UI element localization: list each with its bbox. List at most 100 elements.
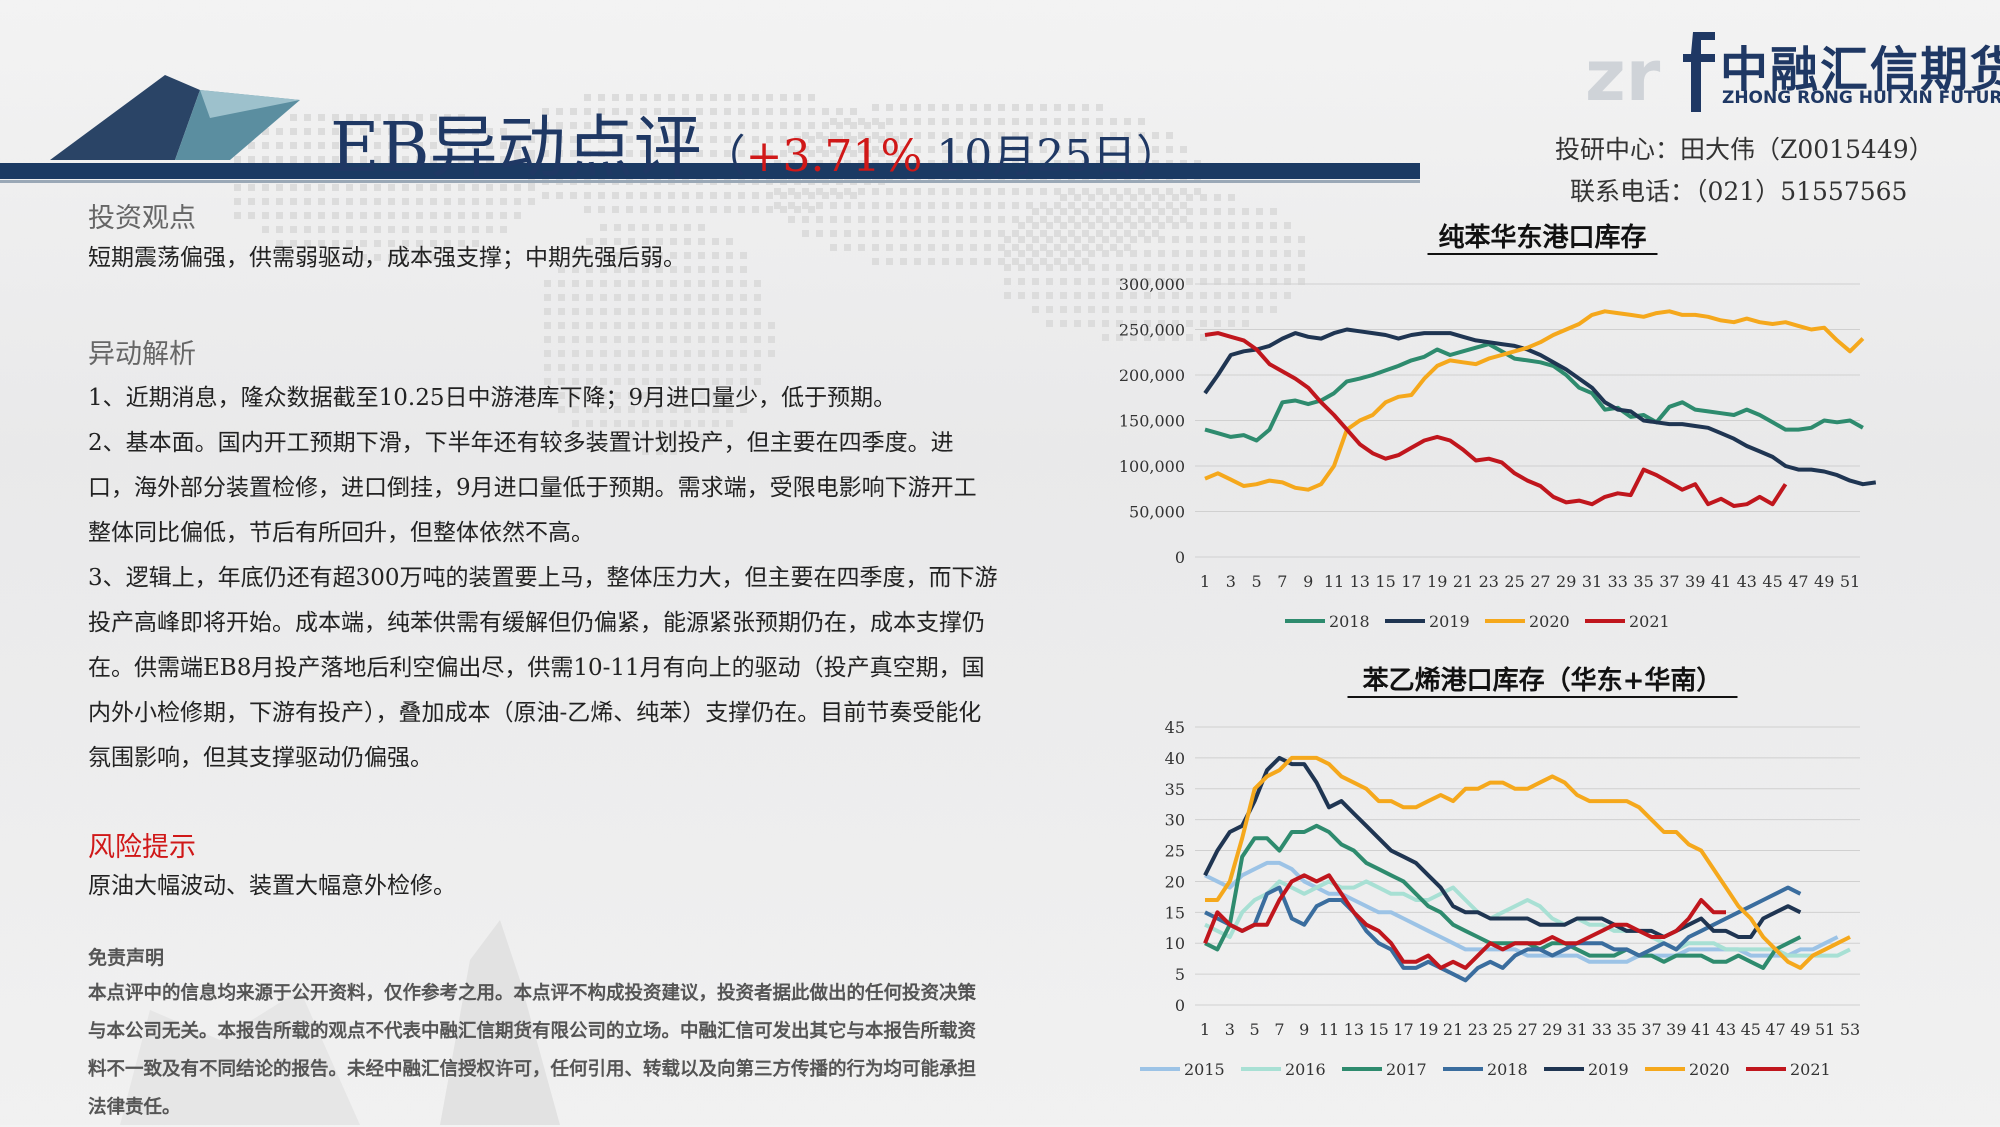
x-tick-label: 19 bbox=[1418, 1020, 1438, 1039]
x-tick-label: 49 bbox=[1814, 572, 1834, 591]
x-tick-label: 47 bbox=[1788, 572, 1808, 591]
series-line-2021 bbox=[1203, 873, 1726, 970]
y-tick-label: 0 bbox=[1175, 996, 1185, 1015]
x-tick-label: 7 bbox=[1274, 1020, 1284, 1039]
y-tick-label: 100,000 bbox=[1119, 457, 1185, 476]
series-line-2018 bbox=[1204, 342, 1864, 443]
view-heading: 投资观点 bbox=[88, 203, 196, 234]
series-line-2016 bbox=[1204, 879, 1851, 958]
x-tick-label: 21 bbox=[1453, 572, 1473, 591]
title-paren-open: （ bbox=[701, 131, 746, 182]
legend-label-2017: 2017 bbox=[1386, 1060, 1427, 1079]
x-tick-label: 21 bbox=[1443, 1020, 1463, 1039]
page-title: EB异动点评（+3.71% 10月25日） bbox=[330, 92, 1180, 191]
x-tick-label: 27 bbox=[1517, 1020, 1537, 1039]
x-tick-label: 9 bbox=[1303, 572, 1313, 591]
legend-label-2015: 2015 bbox=[1184, 1060, 1225, 1079]
x-tick-label: 29 bbox=[1542, 1020, 1562, 1039]
title-change: +3.71% bbox=[745, 131, 923, 182]
legend-label-2020: 2020 bbox=[1529, 612, 1570, 631]
title-main: EB异动点评 bbox=[330, 109, 702, 188]
y-tick-label: 5 bbox=[1175, 965, 1185, 984]
x-tick-label: 13 bbox=[1344, 1020, 1364, 1039]
y-tick-label: 0 bbox=[1175, 548, 1185, 567]
series-line-2017 bbox=[1204, 823, 1802, 970]
x-tick-label: 51 bbox=[1815, 1020, 1835, 1039]
x-tick-label: 13 bbox=[1350, 572, 1370, 591]
legend-label-2019: 2019 bbox=[1429, 612, 1470, 631]
x-tick-label: 31 bbox=[1567, 1020, 1587, 1039]
view-text: 短期震荡偏强，供需弱驱动，成本强支撑；中期先强后弱。 bbox=[88, 245, 686, 271]
chart-title: 纯苯华东港口库存 bbox=[1438, 222, 1646, 253]
x-tick-label: 9 bbox=[1299, 1020, 1309, 1039]
x-tick-label: 47 bbox=[1765, 1020, 1785, 1039]
x-tick-label: 15 bbox=[1368, 1020, 1388, 1039]
disclaimer-text: 本点评中的信息均来源于公开资料，仅作参考之用。本点评不构成投资建议，投资者据此做… bbox=[88, 983, 977, 1118]
y-tick-label: 150,000 bbox=[1119, 412, 1185, 431]
x-tick-label: 35 bbox=[1633, 572, 1653, 591]
analysis-point-2: 2、基本面。国内开工预期下滑，下半年还有较多装置计划投产，但主要在四季度。进口，… bbox=[88, 430, 977, 546]
x-tick-label: 31 bbox=[1582, 572, 1602, 591]
risk-text: 原油大幅波动、装置大幅意外检修。 bbox=[88, 873, 456, 899]
x-tick-label: 33 bbox=[1592, 1020, 1612, 1039]
x-tick-label: 37 bbox=[1641, 1020, 1661, 1039]
y-tick-label: 30 bbox=[1165, 811, 1185, 830]
x-tick-label: 17 bbox=[1401, 572, 1421, 591]
series-line-2021 bbox=[1204, 331, 1788, 508]
risk-heading: 风险提示 bbox=[88, 832, 196, 863]
x-tick-label: 43 bbox=[1737, 572, 1757, 591]
chart-title: 苯乙烯港口库存（华东+华南） bbox=[1362, 665, 1723, 696]
x-tick-label: 15 bbox=[1375, 572, 1395, 591]
benzene-inventory-chart: 纯苯华东港口库存 0 50,000 100,000 150,000 200,000 250,… bbox=[1119, 222, 1877, 631]
x-tick-label: 33 bbox=[1608, 572, 1628, 591]
y-tick-label: 45 bbox=[1165, 718, 1185, 737]
x-tick-label: 23 bbox=[1479, 572, 1499, 591]
x-tick-label: 7 bbox=[1277, 572, 1287, 591]
series-line-2018 bbox=[1204, 885, 1802, 983]
x-tick-label: 3 bbox=[1225, 1020, 1235, 1039]
x-tick-label: 29 bbox=[1556, 572, 1576, 591]
phone-info: 联系电话：（021）51557565 bbox=[1570, 177, 1908, 206]
legend-label-2018: 2018 bbox=[1487, 1060, 1528, 1079]
x-tick-label: 35 bbox=[1617, 1020, 1637, 1039]
analysis-heading: 异动解析 bbox=[88, 339, 196, 370]
y-tick-label: 35 bbox=[1165, 780, 1185, 799]
series-line-2019 bbox=[1203, 755, 1802, 939]
x-tick-label: 49 bbox=[1790, 1020, 1810, 1039]
analysis-point-3: 3、逻辑上，年底仍还有超300万吨的装置要上马，整体压力大，但主要在四季度，而下… bbox=[88, 565, 998, 771]
x-tick-label: 27 bbox=[1530, 572, 1550, 591]
legend-label-2021: 2021 bbox=[1629, 612, 1670, 631]
y-tick-label: 300,000 bbox=[1119, 275, 1185, 294]
x-tick-label: 3 bbox=[1226, 572, 1236, 591]
header-triangle-logo bbox=[50, 75, 300, 160]
disclaimer-heading: 免责声明 bbox=[88, 947, 165, 969]
header-bar bbox=[0, 163, 1420, 179]
x-tick-label: 1 bbox=[1200, 572, 1210, 591]
company-logo: zr bbox=[1585, 32, 1715, 117]
series-line-2019 bbox=[1203, 327, 1877, 487]
y-tick-label: 25 bbox=[1165, 842, 1185, 861]
analyst-info: 投研中心：田大伟（Z0015449） bbox=[1555, 135, 1934, 164]
y-tick-label: 200,000 bbox=[1119, 366, 1185, 385]
y-tick-label: 15 bbox=[1165, 903, 1185, 922]
legend-label-2020: 2020 bbox=[1689, 1060, 1730, 1079]
title-paren-close: ） bbox=[1136, 131, 1181, 182]
x-tick-label: 37 bbox=[1659, 572, 1679, 591]
x-tick-label: 17 bbox=[1393, 1020, 1413, 1039]
x-tick-label: 23 bbox=[1468, 1020, 1488, 1039]
x-tick-label: 19 bbox=[1427, 572, 1447, 591]
y-tick-label: 40 bbox=[1165, 749, 1185, 768]
header-divider bbox=[0, 180, 1420, 183]
y-tick-label: 10 bbox=[1165, 934, 1185, 953]
x-tick-label: 45 bbox=[1741, 1020, 1761, 1039]
series-line-2020 bbox=[1205, 755, 1851, 970]
legend-label-2018: 2018 bbox=[1329, 612, 1370, 631]
svg-text:zr: zr bbox=[1585, 35, 1661, 117]
x-tick-label: 11 bbox=[1319, 1020, 1339, 1039]
x-tick-label: 39 bbox=[1685, 572, 1705, 591]
y-tick-label: 20 bbox=[1165, 872, 1185, 891]
x-tick-label: 25 bbox=[1493, 1020, 1513, 1039]
company-name-cn: 中融汇信期货 bbox=[1720, 42, 2000, 98]
x-tick-label: 5 bbox=[1252, 572, 1262, 591]
x-tick-label: 25 bbox=[1504, 572, 1524, 591]
